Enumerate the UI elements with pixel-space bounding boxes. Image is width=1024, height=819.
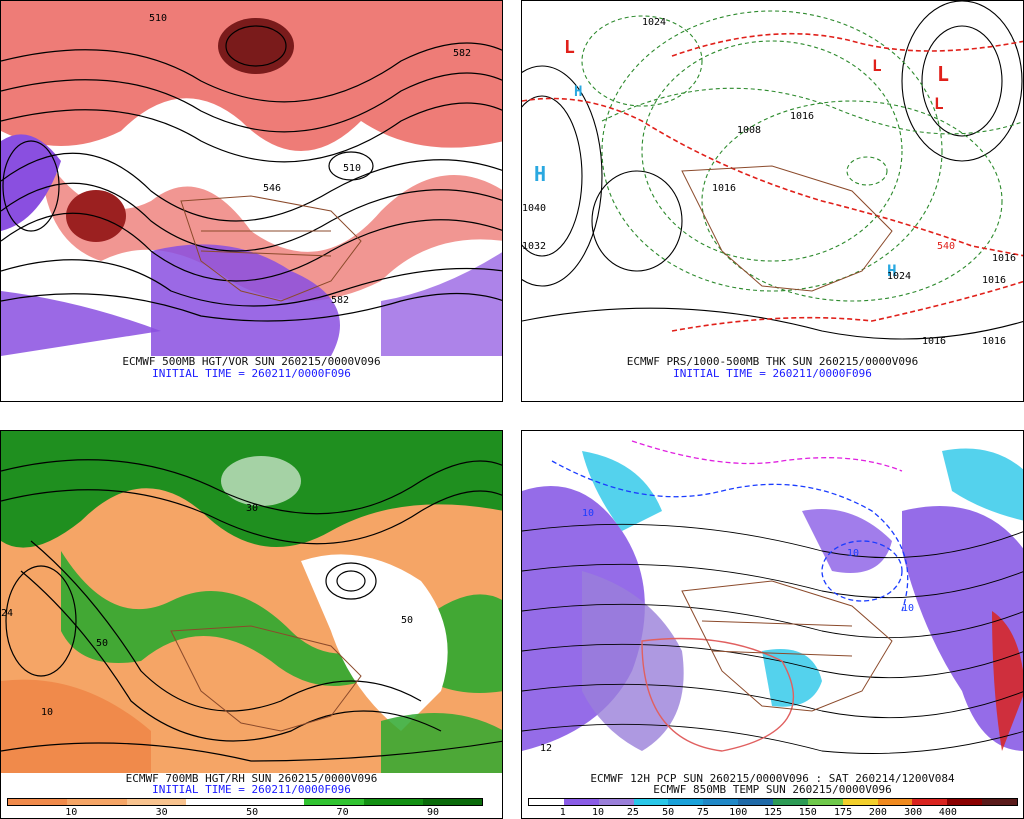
colorbar-swatch xyxy=(947,799,983,805)
pressure-label: 1016 xyxy=(790,111,814,122)
panel-caption: ECMWF 12H PCP SUN 260215/0000V096 : SAT … xyxy=(590,772,955,785)
colorbar-swatch xyxy=(738,799,774,805)
colorbar-swatch xyxy=(245,799,305,805)
colorbar-tick-label: 400 xyxy=(938,807,957,818)
height-label: 510 xyxy=(343,163,361,174)
h-symbol: H xyxy=(574,84,582,100)
contour-label: 50 xyxy=(96,638,108,649)
panel-caption: ECMWF 500MB HGT/VOR SUN 260215/0000V096 xyxy=(122,355,381,368)
pressure-label: 1032 xyxy=(522,241,546,252)
l-symbol: L xyxy=(872,56,882,75)
colorbar-swatch xyxy=(668,799,704,805)
pressure-label: 1008 xyxy=(737,125,761,136)
l-symbol: L xyxy=(937,62,949,86)
colorbar-swatch xyxy=(773,799,808,805)
colorbar-tick-label: 50 xyxy=(662,807,675,818)
colorbar-tick-label: 300 xyxy=(904,807,923,818)
pressure-label: 1016 xyxy=(982,336,1006,347)
colorbar-tick-label: 125 xyxy=(763,807,783,818)
l-symbol: L xyxy=(934,94,944,113)
colorbar-tick-label: 90 xyxy=(426,807,440,818)
rh-colorbar xyxy=(7,798,483,806)
contour-label: 30 xyxy=(246,503,258,514)
panel-500mb-hgt-vor: 510 582 546 510 582 ECMWF 500MB HGT/VOR … xyxy=(0,0,503,402)
contour-label: 24 xyxy=(1,608,13,619)
panel-caption: ECMWF PRS/1000-500MB THK SUN 260215/0000… xyxy=(626,355,919,368)
colorbar-swatch xyxy=(563,799,599,805)
colorbar-swatch xyxy=(703,799,739,805)
panel-pcp-850mb-temp: 10 10 10 12 ECMWF 12H PCP SUN 260215/000… xyxy=(521,430,1024,819)
map-700mb-rh: 10 30 50 50 24 xyxy=(1,431,502,773)
pcp-colorbar xyxy=(528,798,1018,806)
h-symbol: H xyxy=(534,162,546,186)
colorbar-swatch xyxy=(67,799,127,805)
pressure-label: 1016 xyxy=(982,275,1006,286)
colorbar-swatch xyxy=(982,799,1018,805)
panel-init-time: INITIAL TIME = 260211/0000F096 xyxy=(152,783,351,796)
map-precip-850mb: 10 10 10 12 xyxy=(522,431,1023,773)
colorbar-tick-label: 100 xyxy=(729,807,748,818)
colorbar-swatch xyxy=(363,799,423,805)
colorbar-swatch xyxy=(8,799,68,805)
h-symbol: H xyxy=(887,261,897,280)
colorbar-tick-label: 70 xyxy=(336,807,349,818)
colorbar-tick-label: 10 xyxy=(65,807,78,818)
colorbar-swatch xyxy=(304,799,364,805)
colorbar-swatch xyxy=(912,799,948,805)
pressure-label: 1024 xyxy=(887,271,911,282)
colorbar-swatch xyxy=(422,799,482,805)
panel-caption: ECMWF 700MB HGT/RH SUN 260215/0000V096 xyxy=(125,772,378,785)
pressure-label: 1024 xyxy=(642,17,666,28)
temp-label: 10 xyxy=(582,508,594,519)
colorbar-tick-label: 150 xyxy=(798,807,817,818)
panel-init-time: INITIAL TIME = 260211/0000F096 xyxy=(673,367,872,380)
colorbar-tick-label: 25 xyxy=(626,807,639,818)
height-label: 546 xyxy=(263,183,281,194)
colorbar-tick-label: 30 xyxy=(155,807,168,818)
temp-label: 12 xyxy=(540,743,552,754)
colorbar-swatch xyxy=(633,799,669,805)
colorbar-swatch xyxy=(807,799,843,805)
colorbar-swatch xyxy=(877,799,913,805)
pressure-label: 1016 xyxy=(712,183,736,194)
contour-label: 50 xyxy=(401,615,413,626)
height-label: 582 xyxy=(331,295,349,306)
height-label: 582 xyxy=(453,48,471,59)
pressure-label: 1040 xyxy=(522,203,546,214)
map-500mb-vorticity: 510 582 546 510 582 xyxy=(1,1,502,356)
rh-colorbar-ticks: 10 30 50 70 90 xyxy=(7,807,483,818)
pressure-label: 1016 xyxy=(992,253,1016,264)
temp-label: 10 xyxy=(847,548,859,559)
colorbar-swatch xyxy=(842,799,878,805)
panel-prs-thk: H H H L L L L 1024 1008 1016 1040 1032 1… xyxy=(521,0,1024,402)
pressure-label: 1016 xyxy=(922,336,946,347)
colorbar-tick-label: 75 xyxy=(696,807,709,818)
l-symbol: L xyxy=(564,37,575,58)
pcp-colorbar-ticks: 1 10 25 50 75 100 125 150 175 200 300 400 xyxy=(528,807,1018,818)
thickness-label: 540 xyxy=(937,241,955,252)
colorbar-swatch xyxy=(529,799,564,805)
contour-label: 10 xyxy=(41,707,53,718)
height-label: 510 xyxy=(149,13,167,24)
colorbar-tick-label: 10 xyxy=(592,807,605,818)
colorbar-tick-label: 200 xyxy=(868,807,887,818)
colorbar-tick-label: 175 xyxy=(834,807,853,818)
colorbar-swatch xyxy=(185,799,245,805)
map-pressure-thickness: H H H L L L L 1024 1008 1016 1040 1032 1… xyxy=(522,1,1023,356)
colorbar-swatch xyxy=(126,799,186,805)
panel-700mb-hgt-rh: 10 30 50 50 24 ECMWF 700MB HGT/RH SUN 26… xyxy=(0,430,503,819)
colorbar-swatch xyxy=(598,799,634,805)
panel-init-time: INITIAL TIME = 260211/0000F096 xyxy=(152,367,351,380)
colorbar-tick-label: 50 xyxy=(246,807,259,818)
colorbar-tick-label: 1 xyxy=(559,807,566,818)
temp-label: 10 xyxy=(902,603,914,614)
panel-caption-2: ECMWF 850MB TEMP SUN 260215/0000V096 xyxy=(653,783,892,796)
